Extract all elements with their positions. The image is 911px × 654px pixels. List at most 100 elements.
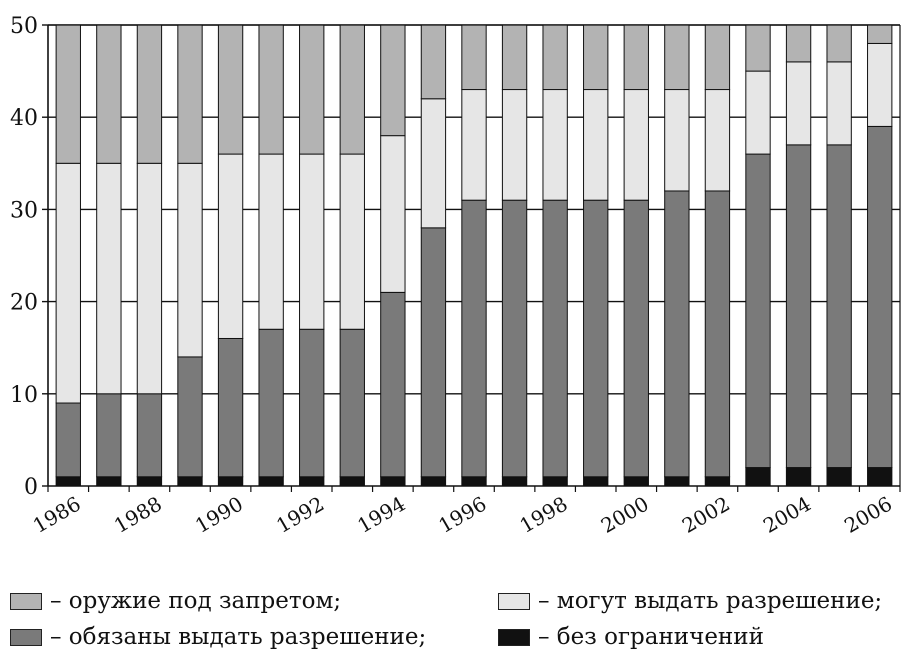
bar-segment-1990-s0	[217, 476, 244, 487]
legend-swatch-unrestricted	[498, 628, 530, 646]
x-tick-label: 2002	[678, 492, 734, 538]
bar-segment-1989-s2	[177, 162, 203, 358]
bar-segment-1995-s2	[420, 98, 447, 229]
x-tick-label: 1992	[272, 492, 328, 538]
bar-segment-2003-s2	[745, 70, 771, 155]
bar-segment-2006-s2	[867, 42, 893, 127]
bar-segment-2000-s1	[623, 199, 649, 478]
bar-segment-1996-s2	[461, 89, 487, 201]
bars	[55, 24, 893, 487]
bar-segment-1987-s1	[96, 393, 122, 478]
bar-segment-1996-s0	[461, 476, 487, 487]
bar-segment-1994-s0	[380, 476, 406, 487]
bar-segment-1993-s0	[339, 476, 365, 487]
bar-segment-1997-s2	[501, 89, 528, 201]
bar-segment-1986-s1	[55, 402, 81, 478]
bar-segment-1994-s3	[380, 24, 406, 137]
legend-swatch-shall-issue	[10, 628, 42, 646]
bar-segment-1987-s0	[96, 476, 122, 487]
bar-segment-1995-s3	[420, 24, 447, 100]
legend-label-shall-issue: – обязаны выдать разрешение;	[50, 624, 427, 650]
bar-segment-1992-s1	[299, 328, 325, 478]
y-tick-label: 0	[24, 475, 38, 500]
bar-segment-1993-s2	[339, 153, 365, 330]
bar-segment-1994-s1	[380, 291, 406, 478]
bar-segment-1993-s3	[339, 24, 365, 155]
bar-segment-2004-s1	[785, 144, 812, 469]
bar-segment-2001-s3	[664, 24, 690, 91]
x-tick-label: 1988	[110, 492, 166, 538]
bar-segment-1990-s1	[217, 337, 244, 478]
bar-segment-1998-s0	[542, 476, 568, 487]
bar-segment-1986-s0	[55, 476, 81, 487]
bar-segment-1994-s2	[380, 135, 406, 293]
bar-segment-2003-s0	[745, 467, 771, 487]
bar-segment-1997-s1	[501, 199, 528, 478]
bar-segment-1999-s0	[583, 476, 609, 487]
legend-item-banned: – оружие под запретом;	[10, 588, 341, 614]
bar-segment-2005-s3	[826, 24, 852, 63]
bar-segment-1992-s2	[299, 153, 325, 330]
bar-segment-2006-s1	[867, 125, 893, 469]
bar-segment-2005-s2	[826, 61, 852, 146]
bar-segment-1988-s1	[136, 393, 163, 478]
bar-segment-1989-s1	[177, 356, 203, 478]
bar-segment-1999-s1	[583, 199, 609, 478]
bar-segment-1989-s0	[177, 476, 203, 487]
bar-segment-1997-s0	[501, 476, 528, 487]
bar-segment-2000-s0	[623, 476, 649, 487]
y-tick-label: 30	[10, 198, 38, 223]
bar-segment-2004-s0	[785, 467, 812, 487]
bar-segment-2001-s0	[664, 476, 690, 487]
legend-item-shall-issue: – обязаны выдать разрешение;	[10, 624, 426, 650]
bar-segment-1991-s1	[258, 328, 284, 478]
bar-segment-1995-s0	[420, 476, 447, 487]
legend-label-banned: – оружие под запретом;	[50, 588, 342, 614]
x-tick-label: 1990	[191, 492, 247, 538]
x-tick-label: 1994	[353, 492, 409, 538]
legend-item-may-issue: – могут выдать разрешение;	[498, 588, 882, 614]
bar-segment-1988-s0	[136, 476, 163, 487]
bar-segment-1990-s2	[217, 153, 244, 339]
bar-segment-1990-s3	[217, 24, 244, 155]
y-tick-label: 50	[10, 14, 38, 39]
bar-segment-2005-s0	[826, 467, 852, 487]
bar-segment-2003-s3	[745, 24, 771, 72]
y-tick-label: 40	[10, 106, 38, 131]
bar-segment-2003-s1	[745, 153, 771, 469]
bar-segment-2002-s1	[704, 190, 731, 478]
bar-segment-1991-s2	[258, 153, 284, 330]
legend-swatch-may-issue	[498, 592, 530, 610]
bar-segment-2002-s0	[704, 476, 731, 487]
bar-segment-1991-s0	[258, 476, 284, 487]
bar-segment-1986-s2	[55, 162, 81, 404]
bar-segment-1989-s3	[177, 24, 203, 164]
axes	[42, 24, 901, 492]
legend: – оружие под запретом; – могут выдать ра…	[0, 580, 911, 654]
bar-segment-2004-s2	[785, 61, 812, 146]
legend-item-unrestricted: – без ограничений	[498, 624, 764, 650]
legend-label-may-issue: – могут выдать разрешение;	[538, 588, 883, 614]
bar-segment-2002-s3	[704, 24, 731, 91]
bar-segment-1997-s3	[501, 24, 528, 91]
bar-segment-1988-s3	[136, 24, 163, 164]
bar-segment-2001-s2	[664, 89, 690, 192]
legend-swatch-banned	[10, 592, 42, 610]
bar-segment-2000-s2	[623, 89, 649, 201]
bar-segment-1996-s1	[461, 199, 487, 478]
y-tick-label: 20	[10, 291, 38, 316]
bar-segment-2004-s3	[785, 24, 812, 63]
bar-segment-1998-s2	[542, 89, 568, 201]
bar-segment-2001-s1	[664, 190, 690, 478]
x-tick-label: 1996	[434, 492, 490, 538]
legend-label-unrestricted: – без ограничений	[538, 624, 764, 650]
x-tick-label: 2004	[759, 492, 815, 538]
bar-segment-1992-s0	[299, 476, 325, 487]
bar-segment-1988-s2	[136, 162, 163, 395]
x-tick-label: 1998	[516, 492, 572, 538]
bar-segment-2000-s3	[623, 24, 649, 91]
bar-segment-2006-s0	[867, 467, 893, 487]
bar-segment-1993-s1	[339, 328, 365, 478]
y-tick-label: 10	[10, 383, 38, 408]
